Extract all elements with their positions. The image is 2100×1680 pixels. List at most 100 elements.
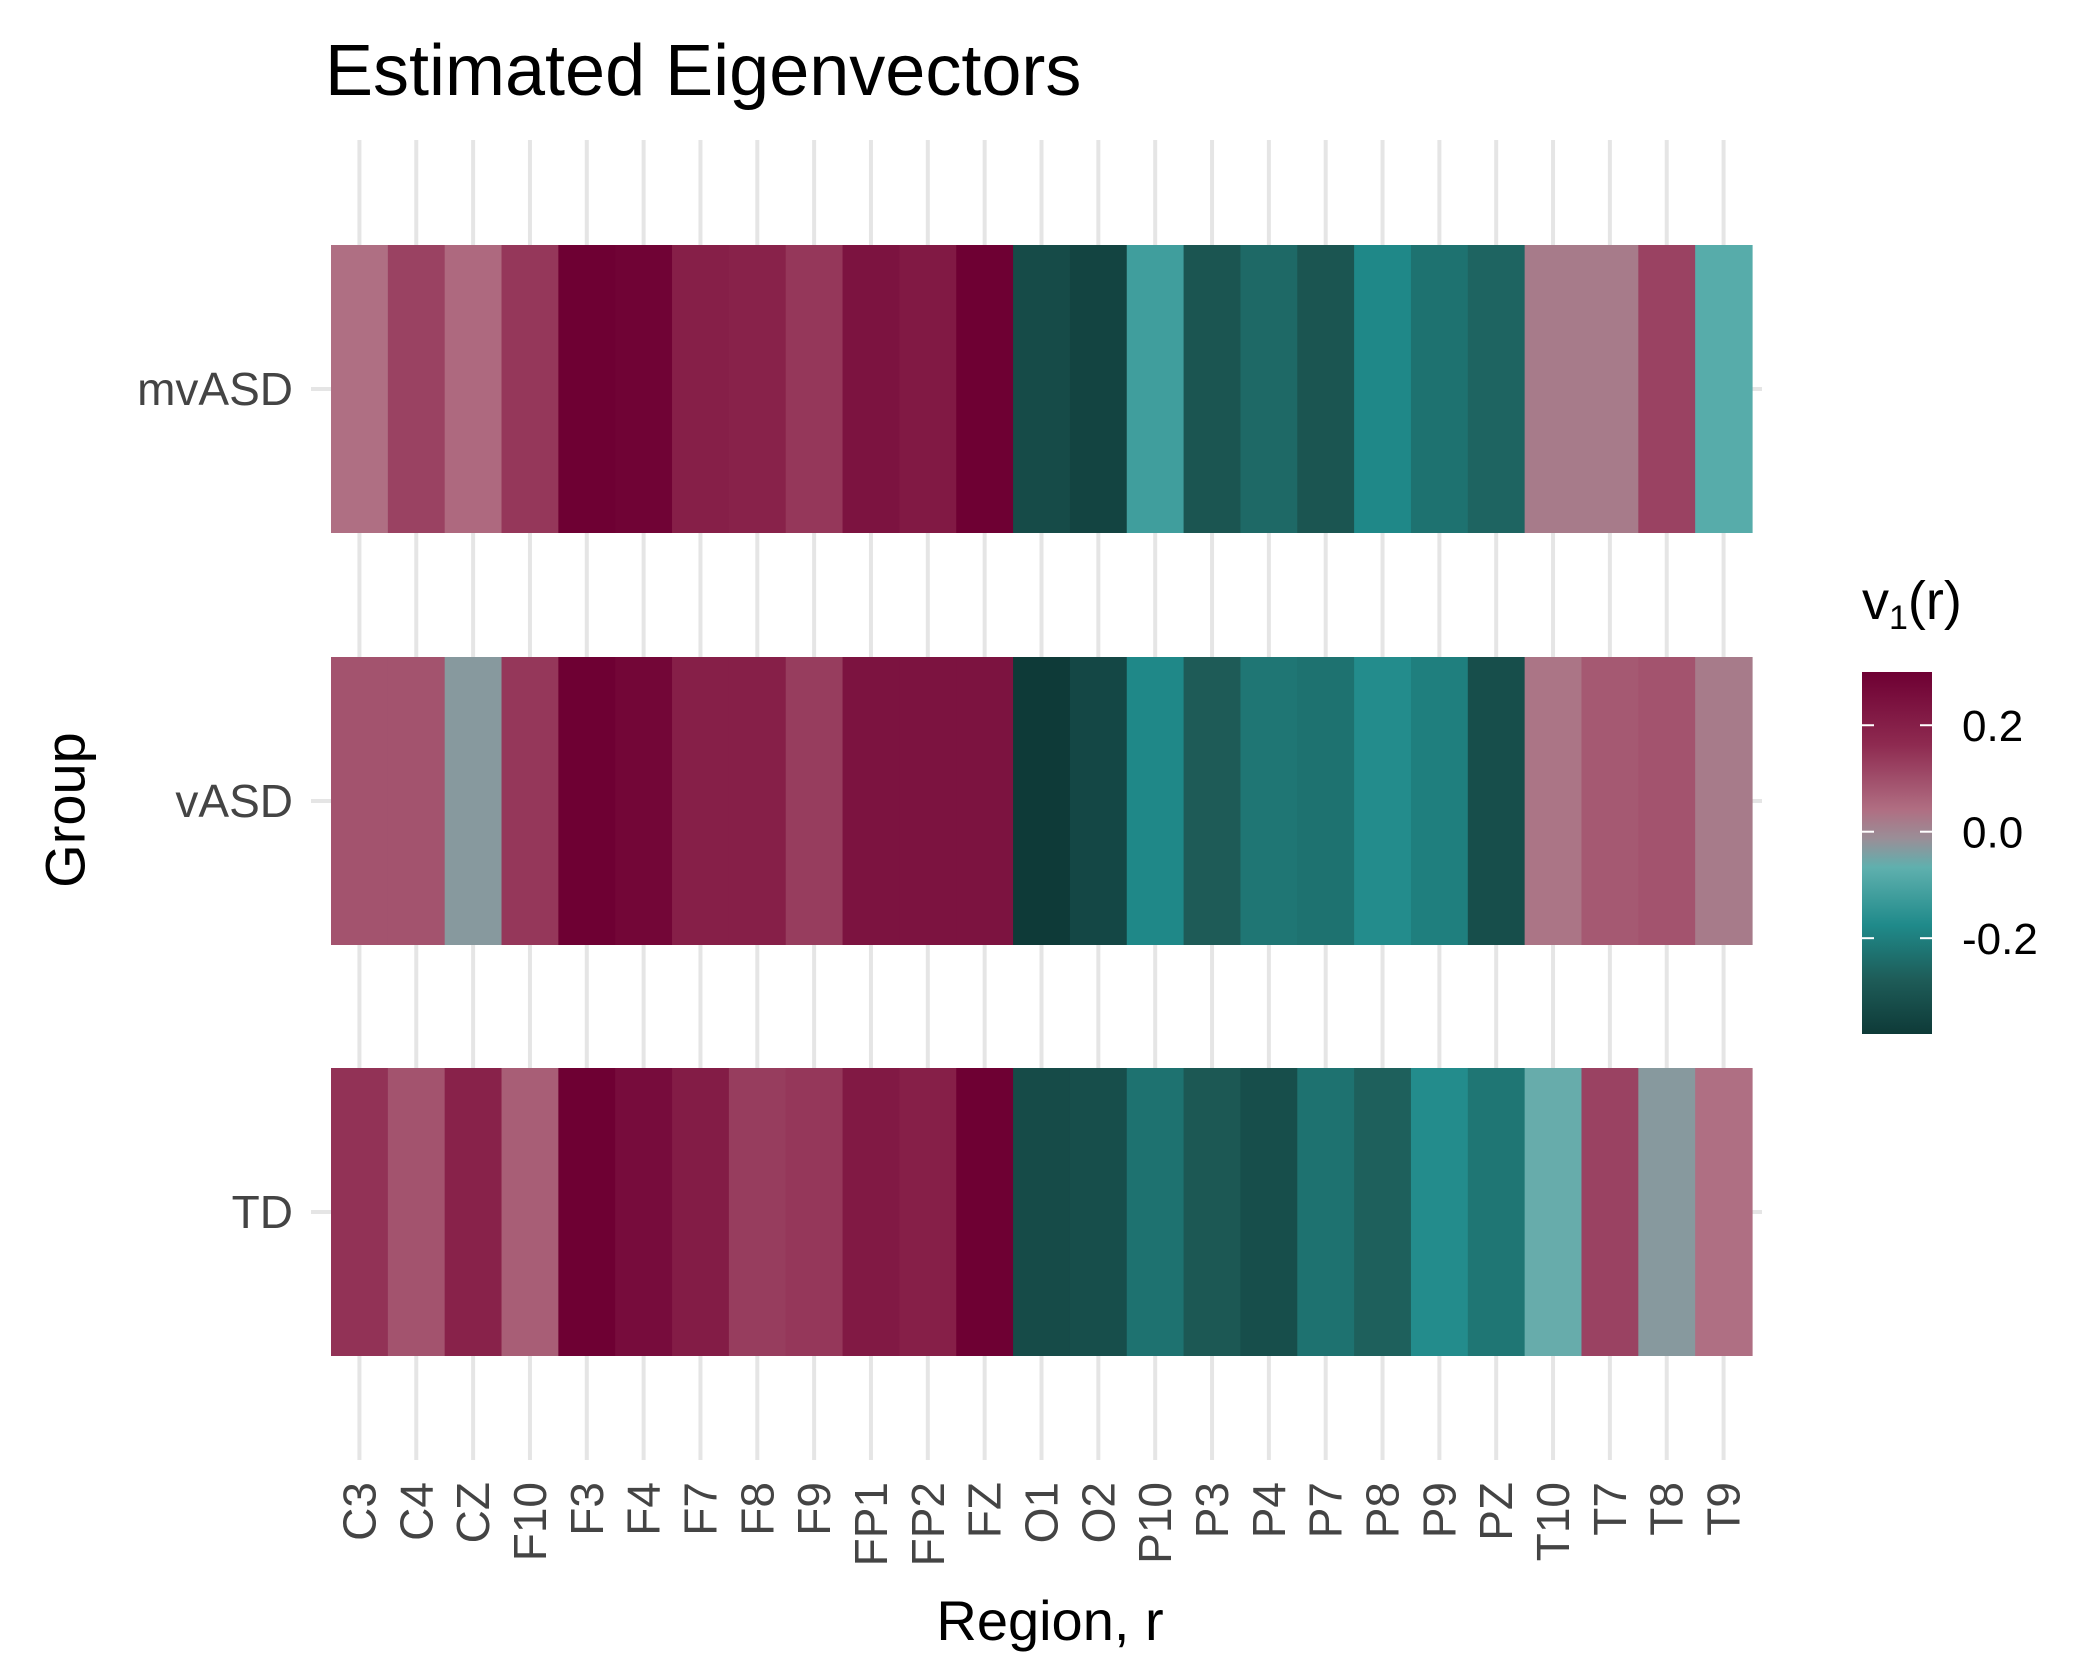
heatmap-cell-vASD-C3 [331, 657, 389, 945]
heatmap-cell-mvASD-P10 [1126, 245, 1185, 533]
heatmap-cell-TD-T10 [1524, 1068, 1583, 1356]
x-tick-label-O1: O1 [1016, 1482, 1068, 1543]
heatmap-cell-mvASD-T10 [1524, 245, 1583, 533]
heatmap-cell-TD-F9 [785, 1068, 844, 1356]
heatmap-cell-vASD-T7 [1581, 657, 1639, 945]
x-tick-label-P9: P9 [1413, 1482, 1465, 1538]
x-tick-label-PZ: PZ [1470, 1482, 1522, 1541]
heatmap-cell-TD-F8 [728, 1068, 787, 1356]
heatmap-cell-vASD-T8 [1638, 657, 1696, 945]
legend-title-subscript: 1 [1889, 599, 1908, 637]
heatmap-cell-vASD-T10 [1524, 657, 1583, 945]
heatmap-cell-vASD-FZ [956, 657, 1014, 945]
x-tick-label-F9: F9 [788, 1482, 840, 1536]
heatmap-cell-vASD-P3 [1183, 657, 1242, 945]
heatmap-cell-mvASD-F10 [501, 245, 559, 533]
heatmap-cell-TD-P8 [1354, 1068, 1412, 1356]
x-tick-label-F3: F3 [561, 1482, 613, 1536]
heatmap-cell-mvASD-CZ [444, 245, 503, 533]
heatmap-cell-vASD-CZ [444, 657, 503, 945]
x-tick-label-P4: P4 [1243, 1482, 1295, 1538]
heatmap-cell-vASD-C4 [387, 657, 446, 945]
heatmap-cell-TD-C3 [331, 1068, 389, 1356]
x-tick-label-P3: P3 [1186, 1482, 1238, 1538]
legend-tick-label: 0.2 [1962, 702, 2023, 751]
heatmap-cell-mvASD-F7 [672, 245, 730, 533]
x-tick-label-FZ: FZ [959, 1482, 1011, 1538]
heatmap-cell-TD-FZ [956, 1068, 1014, 1356]
heatmap-cell-mvASD-P8 [1354, 245, 1412, 533]
x-tick-label-CZ: CZ [447, 1482, 499, 1543]
heatmap-cell-vASD-P8 [1354, 657, 1412, 945]
heatmap-cell-TD-F10 [501, 1068, 559, 1356]
heatmap-cell-mvASD-F9 [785, 245, 844, 533]
x-tick-label-F8: F8 [731, 1482, 783, 1536]
legend-colorbar [1862, 672, 1932, 1034]
x-tick-label-P7: P7 [1300, 1482, 1352, 1538]
legend-title: v1(r) [1862, 570, 1962, 638]
heatmap-cell-vASD-P9 [1410, 657, 1469, 945]
heatmap-cell-vASD-PZ [1467, 657, 1526, 945]
heatmap-cell-vASD-FP2 [899, 657, 957, 945]
heatmap-cell-vASD-F8 [728, 657, 787, 945]
heatmap-cell-TD-P7 [1297, 1068, 1355, 1356]
x-tick-label-T10: T10 [1527, 1482, 1579, 1561]
legend-title-base: v [1862, 571, 1889, 631]
y-tick-label-vASD: vASD [175, 775, 293, 827]
heatmap-cell-vASD-F4 [615, 657, 673, 945]
heatmap-cell-TD-O1 [1013, 1068, 1071, 1356]
heatmap-cell-TD-F4 [615, 1068, 673, 1356]
heatmap-cell-TD-CZ [444, 1068, 503, 1356]
heatmap-cell-mvASD-F4 [615, 245, 673, 533]
heatmap-cell-mvASD-F8 [728, 245, 787, 533]
heatmap-cell-mvASD-T9 [1695, 245, 1753, 533]
heatmap-cell-TD-O2 [1069, 1068, 1128, 1356]
x-tick-label-P10: P10 [1129, 1482, 1181, 1564]
heatmap-cell-vASD-P7 [1297, 657, 1355, 945]
heatmap-cell-TD-FP1 [842, 1068, 900, 1356]
heatmap-cell-mvASD-O1 [1013, 245, 1071, 533]
y-tick-label-TD: TD [232, 1186, 293, 1238]
x-tick-label-FP2: FP2 [902, 1482, 954, 1566]
heatmap-cell-TD-P10 [1126, 1068, 1185, 1356]
heatmap-cell-vASD-F7 [672, 657, 730, 945]
heatmap-cell-TD-T9 [1695, 1068, 1753, 1356]
heatmap-cell-vASD-O1 [1013, 657, 1071, 945]
heatmap-cell-TD-T7 [1581, 1068, 1639, 1356]
x-tick-label-F10: F10 [504, 1482, 556, 1561]
x-tick-label-T8: T8 [1641, 1482, 1693, 1536]
legend-title-suffix: (r) [1907, 571, 1962, 631]
heatmap-cell-mvASD-FP1 [842, 245, 900, 533]
heatmap-cell-mvASD-T8 [1638, 245, 1696, 533]
x-tick-label-FP1: FP1 [845, 1482, 897, 1566]
heatmap-cell-vASD-F3 [558, 657, 616, 945]
heatmap-cell-vASD-P10 [1126, 657, 1185, 945]
heatmap-cell-mvASD-F3 [558, 245, 616, 533]
heatmap-cell-mvASD-P7 [1297, 245, 1355, 533]
heatmap-cell-TD-P9 [1410, 1068, 1469, 1356]
y-tick-label-mvASD: mvASD [137, 363, 293, 415]
color-legend: 0.2 0.0 -0.2 [1862, 672, 2038, 1034]
heatmap-cell-mvASD-P9 [1410, 245, 1469, 533]
heatmap-cell-mvASD-FZ [956, 245, 1014, 533]
legend-tick-label: -0.2 [1962, 915, 2038, 964]
x-tick-label-P8: P8 [1357, 1482, 1409, 1538]
heatmap-cell-mvASD-P3 [1183, 245, 1242, 533]
y-axis-title: Group [33, 732, 97, 888]
heatmap-cell-TD-P3 [1183, 1068, 1242, 1356]
x-tick-label-C3: C3 [333, 1482, 385, 1541]
heatmap-cell-vASD-F10 [501, 657, 559, 945]
heatmap-cell-mvASD-P4 [1240, 245, 1298, 533]
x-tick-label-T7: T7 [1584, 1482, 1636, 1536]
legend-tick-label: 0.0 [1962, 809, 2023, 858]
heatmap-cell-mvASD-PZ [1467, 245, 1526, 533]
heatmap-cell-vASD-P4 [1240, 657, 1298, 945]
x-axis-title: Region, r [936, 1589, 1164, 1652]
heatmap-cell-vASD-FP1 [842, 657, 900, 945]
heatmap-cell-mvASD-C4 [387, 245, 446, 533]
heatmap-cell-TD-C4 [387, 1068, 446, 1356]
heatmap-cell-vASD-T9 [1695, 657, 1753, 945]
heatmap-cell-vASD-F9 [785, 657, 844, 945]
heatmap-cell-TD-PZ [1467, 1068, 1526, 1356]
